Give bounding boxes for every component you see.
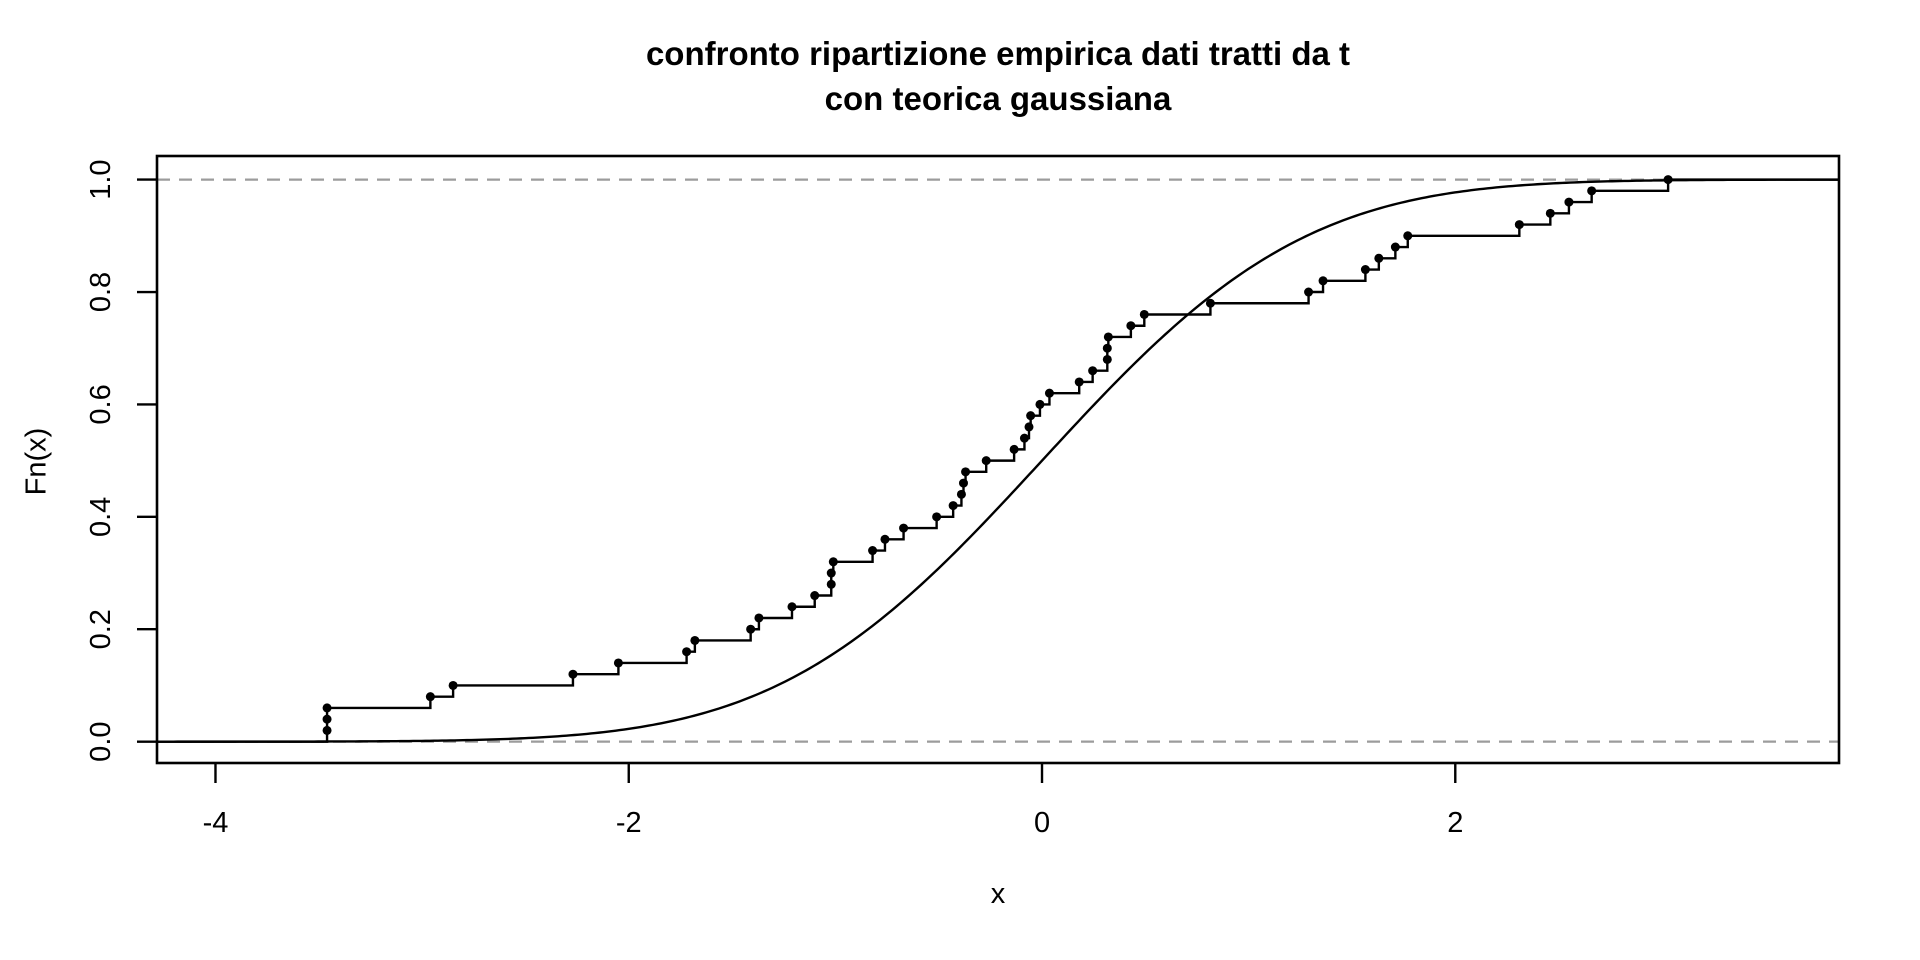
x-tick-label: -4 — [203, 807, 229, 839]
ecdf-point — [1103, 332, 1113, 342]
x-axis-label: x — [990, 878, 1006, 910]
ecdf-point — [826, 568, 836, 578]
ecdf-point — [1019, 433, 1029, 443]
ecdf-point — [1205, 298, 1215, 308]
ecdf-point — [322, 714, 332, 724]
ecdf-point — [1304, 287, 1314, 297]
ecdf-point — [322, 703, 332, 713]
ecdf-point — [1126, 321, 1136, 331]
y-tick-label: 1.0 — [85, 159, 117, 199]
ecdf-point — [1514, 220, 1524, 230]
ecdf-point — [880, 534, 890, 544]
y-tick-label: 0.8 — [85, 272, 117, 312]
ecdf-point — [1102, 343, 1112, 353]
ecdf-point — [932, 512, 942, 522]
x-tick-label: -2 — [616, 807, 642, 839]
ecdf-point — [981, 456, 991, 466]
ecdf-point — [1024, 422, 1034, 432]
chart-title-line1: confronto ripartizione empirica dati tra… — [645, 35, 1351, 72]
ecdf-point — [754, 613, 764, 623]
ecdf-point — [1035, 399, 1045, 409]
ecdf-point — [1009, 444, 1019, 454]
ecdf-point — [1587, 186, 1597, 196]
ecdf-step-line — [157, 178, 1839, 743]
ecdf-point — [1663, 175, 1673, 185]
ecdf-point — [1374, 253, 1384, 263]
ecdf-point — [1360, 265, 1370, 275]
ecdf-point — [1074, 377, 1084, 387]
ecdf-point — [1139, 309, 1149, 319]
ecdf-point — [568, 669, 578, 679]
ecdf-point — [958, 478, 968, 488]
ecdf-point — [1318, 276, 1328, 286]
ecdf-point — [322, 725, 332, 735]
y-tick-label: 0.6 — [85, 384, 117, 424]
ecdf-point — [810, 591, 820, 601]
ecdf-point — [1088, 366, 1098, 376]
ecdf-point — [956, 489, 966, 499]
ecdf-point — [1026, 411, 1036, 421]
ecdf-point — [899, 523, 909, 533]
x-tick-label: 2 — [1447, 807, 1463, 839]
ecdf-point — [746, 624, 756, 634]
ecdf-point — [1044, 388, 1054, 398]
ecdf-point — [425, 692, 435, 702]
y-tick-label: 0.2 — [85, 609, 117, 649]
ecdf-point — [961, 467, 971, 477]
ecdf-point — [448, 680, 458, 690]
ecdf-point — [828, 557, 838, 567]
ecdf-point — [690, 635, 700, 645]
ecdf-point — [682, 647, 692, 657]
ecdf-point — [1390, 242, 1400, 252]
y-tick-label: 0.0 — [85, 721, 117, 761]
chart-title: confronto ripartizione empirica dati tra… — [157, 31, 1839, 121]
ecdf-point — [1403, 231, 1413, 241]
ecdf-point — [948, 501, 958, 511]
ecdf-point — [868, 546, 878, 556]
ecdf-point — [787, 602, 797, 612]
chart-title-line2: con teorica gaussiana — [824, 80, 1172, 117]
ecdf-point — [1102, 354, 1112, 364]
plot-border — [155, 154, 1841, 765]
gaussian-curve — [157, 178, 1839, 743]
y-tick-label: 0.4 — [85, 497, 117, 537]
ecdf-point — [826, 579, 836, 589]
ecdf-point — [1564, 197, 1574, 207]
ecdf-point — [1545, 208, 1555, 218]
ecdf-point — [613, 658, 623, 668]
x-tick-label: 0 — [1034, 807, 1050, 839]
